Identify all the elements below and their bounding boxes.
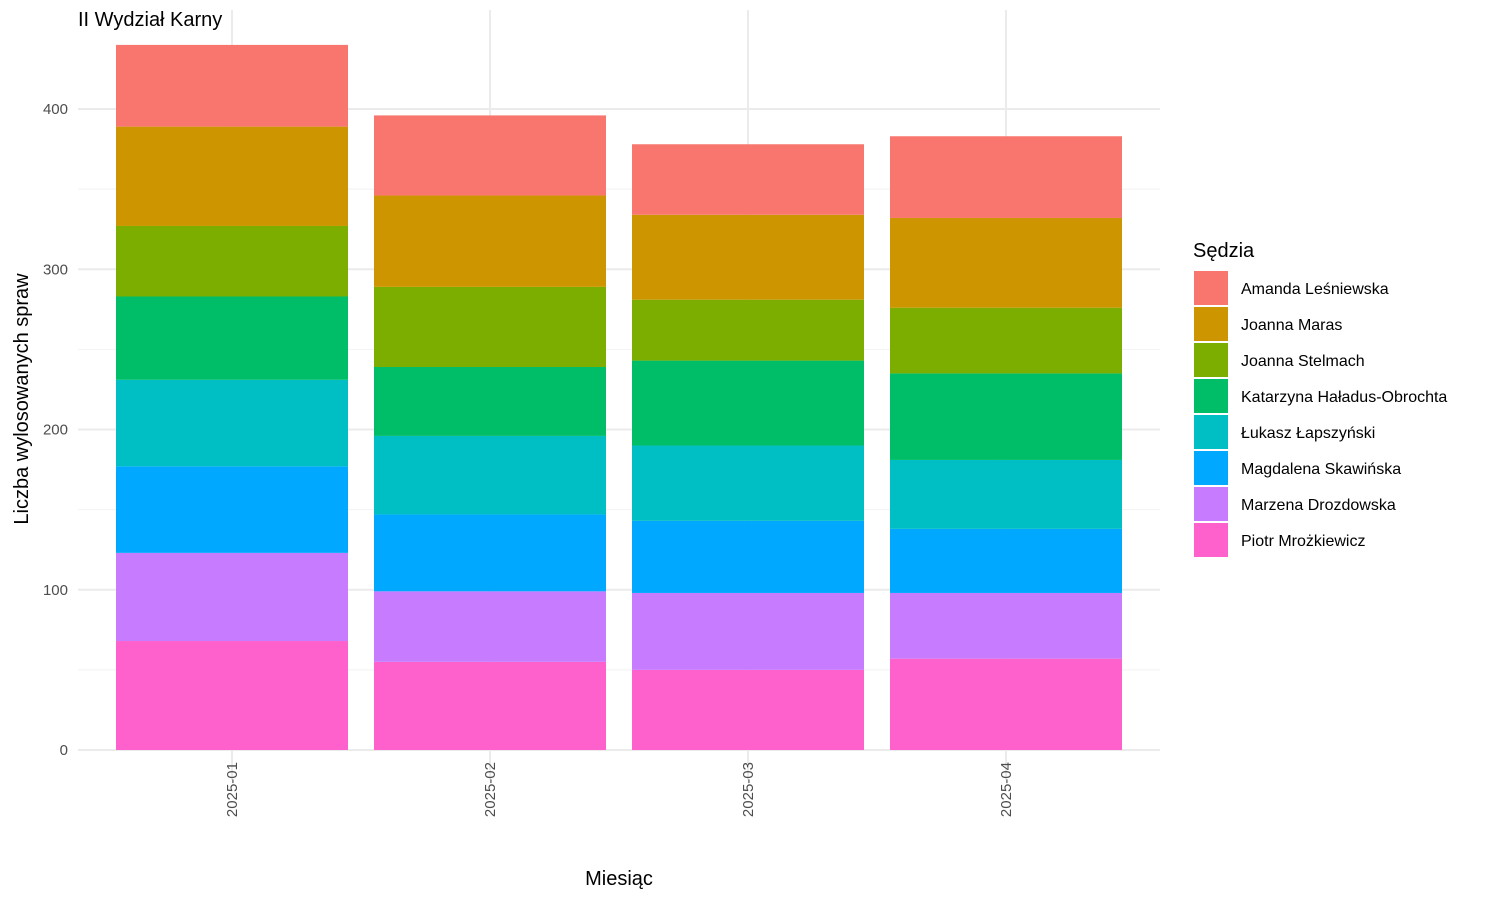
y-tick-label: 400 [43, 101, 68, 118]
bar-segment [116, 225, 348, 297]
legend-key [1194, 307, 1228, 341]
legend-label: Amanda Leśniewska [1241, 281, 1389, 298]
bar-segment [632, 214, 864, 300]
y-axis: 0 100 200 300 400 [43, 101, 68, 759]
x-axis: 2025-01 2025-02 2025-03 2025-04 [224, 762, 1015, 817]
bar-segment [374, 286, 606, 368]
y-tick-label: 100 [43, 582, 68, 599]
bar-segment [116, 379, 348, 467]
legend-key [1194, 415, 1228, 449]
legend-label: Katarzyna Haładus-Obrochta [1241, 389, 1447, 406]
bar-segment [632, 592, 864, 670]
y-tick-label: 300 [43, 261, 68, 278]
x-tick-label: 2025-04 [998, 762, 1015, 817]
bar-segment [374, 435, 606, 515]
bar-segment [632, 669, 864, 750]
bar-segment [374, 115, 606, 196]
bar-segment [116, 296, 348, 380]
bar-segment [890, 592, 1122, 659]
bar-segment [374, 661, 606, 750]
legend-label: Magdalena Skawińska [1241, 461, 1401, 478]
legend-label: Piotr Mrożkiewicz [1241, 533, 1365, 550]
legend-key [1194, 487, 1228, 521]
bar-segment [374, 514, 606, 592]
bar-segment [374, 591, 606, 662]
bar-segment [116, 641, 348, 750]
bar-segment [890, 373, 1122, 460]
bar-segment [890, 307, 1122, 374]
bar-segment [890, 528, 1122, 593]
legend-key [1194, 523, 1228, 557]
bar-segment [116, 466, 348, 553]
bar-segment [890, 136, 1122, 218]
bar-segment [890, 217, 1122, 308]
bar-segment [374, 367, 606, 436]
bar-segment [632, 299, 864, 361]
legend-key [1194, 343, 1228, 377]
x-tick-label: 2025-02 [482, 762, 499, 817]
bar-segment [632, 520, 864, 593]
legend-key [1194, 271, 1228, 305]
legend-label: Łukasz Łapszyński [1241, 425, 1375, 442]
bar-segment [890, 658, 1122, 750]
bar-segment [632, 360, 864, 446]
chart-title: II Wydział Karny [78, 9, 222, 31]
y-tick-label: 200 [43, 422, 68, 439]
bar-segment [632, 144, 864, 215]
legend-key [1194, 379, 1228, 413]
bar-segment [116, 126, 348, 226]
bars [116, 44, 1122, 750]
y-tick-label: 0 [60, 742, 68, 759]
bar-segment [116, 44, 348, 127]
legend-label: Marzena Drozdowska [1241, 497, 1396, 514]
legend: Sędzia Amanda Leśniewska Joanna Maras Joan… [1193, 240, 1447, 557]
x-tick-label: 2025-03 [740, 762, 757, 817]
y-axis-title: Liczba wylosowanych spraw [11, 273, 33, 525]
bar-segment [116, 552, 348, 642]
bar-segment [890, 459, 1122, 529]
legend-key [1194, 451, 1228, 485]
x-axis-title: Miesiąc [585, 868, 653, 890]
bar-segment [374, 195, 606, 287]
x-tick-label: 2025-01 [224, 762, 241, 817]
legend-title: Sędzia [1193, 240, 1255, 262]
legend-label: Joanna Maras [1241, 317, 1342, 334]
legend-label: Joanna Stelmach [1241, 353, 1365, 370]
bar-segment [632, 445, 864, 521]
